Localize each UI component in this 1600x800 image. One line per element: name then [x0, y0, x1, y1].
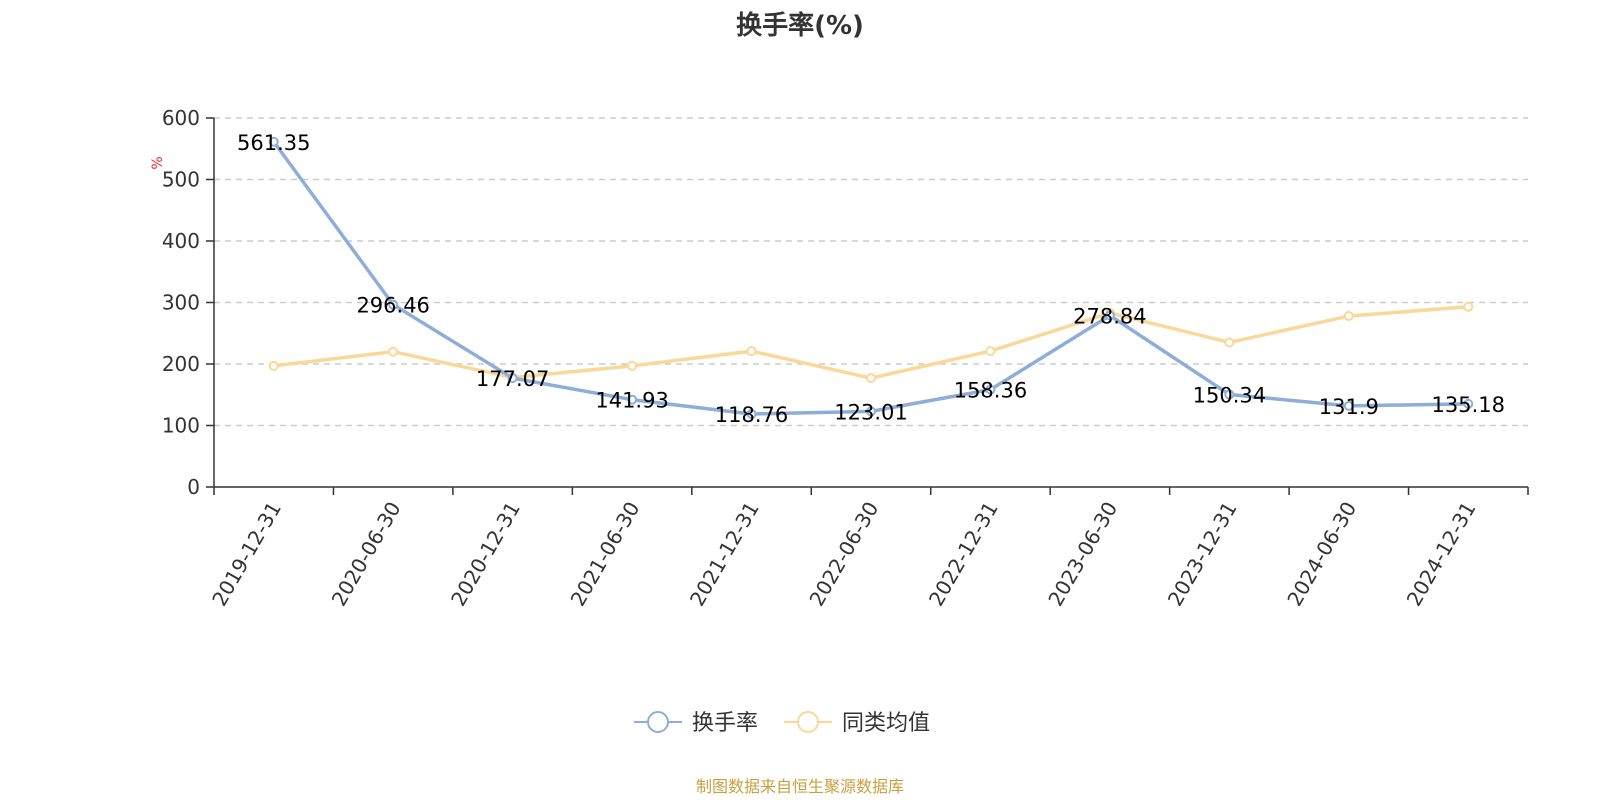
data-label: 158.36 [954, 379, 1027, 403]
data-label: 131.9 [1319, 395, 1379, 419]
data-point [627, 360, 638, 371]
data-point [627, 394, 638, 405]
data-point [388, 299, 399, 310]
data-point [1104, 310, 1115, 321]
data-label: 118.76 [715, 403, 788, 427]
x-tick-label: 2023-06-30 [1043, 498, 1122, 611]
data-point [866, 373, 876, 384]
data-label: 150.34 [1193, 384, 1266, 408]
data-label: 296.46 [356, 294, 429, 318]
data-point [746, 346, 757, 357]
data-point [1343, 400, 1354, 411]
series-line [272, 140, 1469, 416]
x-tick-label: 2022-12-31 [924, 498, 1003, 611]
series-lines [268, 136, 1474, 419]
data-label: 561.35 [237, 131, 310, 155]
x-tick-label: 2021-06-30 [566, 498, 645, 611]
y-tick-label: 300 [162, 291, 200, 315]
data-point [507, 373, 518, 384]
series-turnover [268, 136, 1474, 419]
legend-marker [647, 711, 669, 733]
x-tick-label: 2020-06-30 [327, 498, 406, 611]
data-point [268, 136, 279, 147]
legend-label: 换手率 [692, 711, 758, 736]
y-axis-unit-label: % [150, 156, 166, 169]
data-point [985, 346, 996, 357]
data-label: 123.01 [834, 400, 907, 424]
legend[interactable]: 换手率 同类均值 [634, 711, 930, 736]
x-tick-label: 2023-12-31 [1163, 498, 1242, 611]
y-tick-label: 400 [162, 229, 200, 253]
data-label: 141.93 [595, 389, 668, 413]
legend-item-turnover[interactable]: 换手率 [634, 711, 758, 736]
y-tick-label: 100 [162, 414, 200, 438]
axes: 0 100 200 300 400 500 600 2019-12-31 2020-06-30 2… [162, 106, 1529, 611]
legend-marker [797, 711, 819, 733]
legend-label: 同类均值 [842, 711, 930, 736]
data-point [746, 408, 757, 419]
legend-item-peer-average[interactable]: 同类均值 [784, 711, 930, 736]
data-point [1224, 337, 1235, 348]
x-tick-label: 2022-06-30 [804, 498, 883, 611]
data-point [1463, 301, 1474, 312]
source-note: 制图数据来自恒生聚源数据库 [696, 777, 904, 796]
data-point [268, 360, 279, 371]
x-tick-label: 2019-12-31 [207, 498, 286, 611]
y-tick-label: 600 [162, 106, 200, 130]
chart-title: 换手率(%) [736, 10, 864, 41]
x-tick-label: 2021-12-31 [685, 498, 764, 611]
x-tick-label: 2020-12-31 [446, 498, 525, 611]
data-point [1463, 398, 1474, 409]
data-point [1224, 389, 1235, 400]
data-labels: 561.35 296.46 177.07 141.93 118.76 123.01 158.… [237, 131, 1505, 427]
series-peer-average [268, 301, 1474, 384]
y-tick-label: 500 [162, 168, 200, 192]
grid-lines [214, 117, 1528, 427]
x-tick-label: 2024-06-30 [1282, 498, 1361, 611]
data-label: 135.18 [1432, 393, 1505, 417]
data-label: 177.07 [476, 367, 549, 391]
data-label: 278.84 [1073, 305, 1146, 329]
data-point [388, 346, 399, 357]
data-point [1343, 311, 1354, 322]
data-point [866, 406, 876, 417]
x-tick-label: 2024-12-31 [1402, 498, 1481, 611]
data-point [985, 384, 996, 395]
y-tick-label: 0 [187, 475, 200, 499]
y-tick-label: 200 [162, 352, 200, 376]
